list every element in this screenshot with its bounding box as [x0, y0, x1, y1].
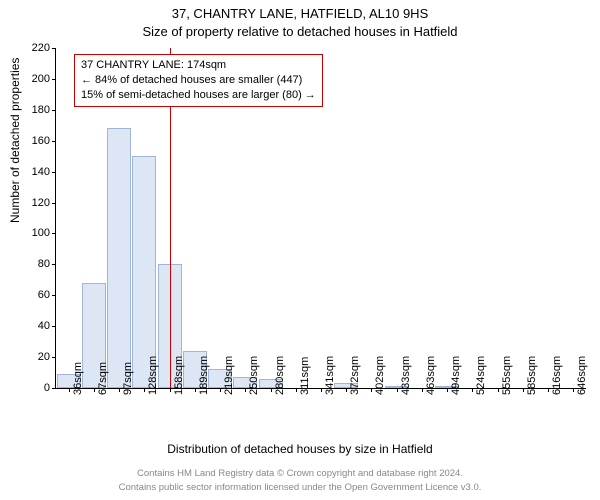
x-tick-label: 36sqm — [72, 362, 84, 395]
y-tick-mark — [52, 48, 56, 49]
x-tick-mark — [69, 388, 70, 392]
y-tick-mark — [52, 141, 56, 142]
x-tick-label: 219sqm — [223, 356, 235, 395]
x-tick-mark — [371, 388, 372, 392]
y-tick-mark — [52, 172, 56, 173]
x-tick-label: 67sqm — [97, 362, 109, 395]
x-tick-mark — [245, 388, 246, 392]
x-tick-label: 158sqm — [173, 356, 185, 395]
x-tick-mark — [195, 388, 196, 392]
y-tick-label: 60 — [38, 289, 50, 301]
x-tick-label: 646sqm — [576, 356, 588, 395]
x-tick-mark — [523, 388, 524, 392]
x-tick-label: 341sqm — [324, 356, 336, 395]
x-tick-mark — [472, 388, 473, 392]
x-tick-mark — [573, 388, 574, 392]
x-tick-mark — [144, 388, 145, 392]
y-tick-mark — [52, 295, 56, 296]
y-tick-label: 80 — [38, 258, 50, 270]
y-tick-label: 180 — [32, 104, 50, 116]
y-tick-label: 0 — [44, 382, 50, 394]
y-tick-label: 220 — [32, 42, 50, 54]
annotation-line: 15% of semi-detached houses are larger (… — [81, 88, 316, 103]
annotation-line: 37 CHANTRY LANE: 174sqm — [81, 58, 316, 73]
x-tick-label: 189sqm — [198, 356, 210, 395]
chart-title-line1: 37, CHANTRY LANE, HATFIELD, AL10 9HS — [0, 6, 600, 21]
x-tick-label: 311sqm — [299, 357, 311, 395]
y-tick-label: 100 — [32, 227, 50, 239]
y-tick-label: 140 — [32, 166, 50, 178]
y-tick-mark — [52, 110, 56, 111]
y-tick-mark — [52, 203, 56, 204]
x-tick-label: 524sqm — [475, 356, 487, 395]
x-tick-label: 372sqm — [349, 356, 361, 395]
footer-line2: Contains public sector information licen… — [0, 482, 600, 493]
annotation-box: 37 CHANTRY LANE: 174sqm← 84% of detached… — [74, 54, 323, 107]
y-tick-mark — [52, 79, 56, 80]
x-tick-mark — [220, 388, 221, 392]
x-tick-label: 463sqm — [425, 356, 437, 395]
histogram-bar — [107, 128, 131, 388]
y-tick-mark — [52, 264, 56, 265]
y-tick-mark — [52, 357, 56, 358]
y-tick-mark — [52, 233, 56, 234]
x-tick-mark — [397, 388, 398, 392]
x-tick-mark — [548, 388, 549, 392]
y-tick-label: 160 — [32, 135, 50, 147]
x-tick-label: 402sqm — [374, 356, 386, 395]
x-tick-label: 555sqm — [501, 356, 513, 395]
x-tick-label: 585sqm — [526, 356, 538, 395]
x-tick-label: 616sqm — [551, 356, 563, 395]
y-axis-label: Number of detached properties — [8, 58, 22, 223]
y-tick-mark — [52, 388, 56, 389]
x-tick-mark — [94, 388, 95, 392]
x-tick-mark — [170, 388, 171, 392]
x-tick-mark — [422, 388, 423, 392]
x-tick-label: 97sqm — [122, 362, 134, 395]
y-tick-label: 20 — [38, 351, 50, 363]
x-tick-mark — [346, 388, 347, 392]
y-tick-label: 200 — [32, 73, 50, 85]
y-tick-mark — [52, 326, 56, 327]
x-tick-label: 494sqm — [450, 356, 462, 395]
footer-line1: Contains HM Land Registry data © Crown c… — [0, 468, 600, 479]
chart-container: 37, CHANTRY LANE, HATFIELD, AL10 9HS Siz… — [0, 0, 600, 500]
x-tick-mark — [321, 388, 322, 392]
chart-title-line2: Size of property relative to detached ho… — [0, 24, 600, 39]
x-tick-mark — [498, 388, 499, 392]
x-tick-label: 280sqm — [274, 356, 286, 395]
x-tick-label: 433sqm — [400, 356, 412, 395]
x-tick-mark — [447, 388, 448, 392]
x-tick-label: 128sqm — [147, 356, 159, 395]
plot-area: 37 CHANTRY LANE: 174sqm← 84% of detached… — [55, 48, 586, 389]
annotation-line: ← 84% of detached houses are smaller (44… — [81, 73, 316, 88]
x-axis-label: Distribution of detached houses by size … — [0, 442, 600, 456]
y-tick-label: 40 — [38, 320, 50, 332]
x-tick-mark — [119, 388, 120, 392]
x-tick-mark — [271, 388, 272, 392]
x-tick-label: 250sqm — [248, 356, 260, 395]
histogram-bar — [132, 156, 156, 388]
y-tick-label: 120 — [32, 197, 50, 209]
x-tick-mark — [296, 388, 297, 392]
